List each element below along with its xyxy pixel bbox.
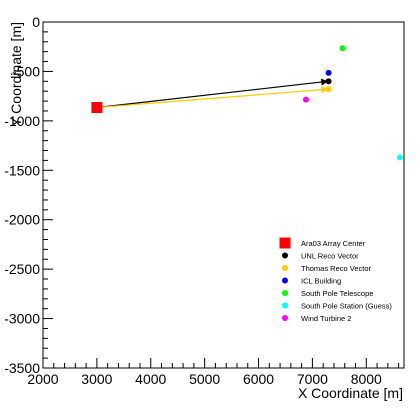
y-tick-label: -2000: [4, 212, 40, 228]
legend-entry-label: Wind Turbine 2: [301, 314, 351, 323]
legend-entry-label: UNL Reco Vector: [301, 252, 359, 261]
data-point: [396, 154, 403, 161]
y-axis-label: Y Coordinate [m]: [8, 22, 24, 127]
legend-entry-label: Thomas Reco Vector: [301, 264, 372, 273]
x-tick-label: 3000: [81, 371, 112, 387]
x-tick-label: 6000: [243, 371, 274, 387]
reco-vector-line: [96, 86, 329, 109]
data-point: [325, 86, 332, 93]
y-tick-label: -1000: [4, 113, 40, 129]
y-tick-label: -500: [12, 63, 40, 79]
tick-labels: 2000 3000 4000 5000 6000 7000 8000 0 -500 -1000 -1…: [4, 14, 382, 387]
x-tick-label: 4000: [135, 371, 166, 387]
legend-circle-marker: [282, 302, 288, 309]
legend-circle-marker: [282, 252, 288, 259]
legend-circle-marker: [282, 315, 288, 321]
legend-circle-marker: [282, 290, 288, 296]
legend-entry-label: South Pole Telescope: [301, 289, 373, 298]
x-tick-label: 8000: [351, 371, 382, 387]
data-points: [91, 45, 403, 161]
array-center-marker: [91, 102, 103, 114]
plot-frame: [42, 21, 405, 369]
reco-vector-line: [96, 78, 329, 109]
data-point: [339, 45, 346, 52]
legend-entry-label: Ara03 Array Center: [301, 239, 366, 248]
plot-area-frame: [42, 21, 405, 369]
x-tick-label: 5000: [189, 371, 220, 387]
data-point: [325, 69, 332, 76]
data-point: [302, 96, 309, 103]
y-tick-label: -2500: [4, 261, 40, 277]
x-tick-label: 2000: [27, 371, 58, 387]
data-point: [325, 78, 332, 85]
legend-entry-label: ICL Building: [301, 277, 341, 286]
y-tick-label: -3500: [4, 360, 40, 376]
legend-circle-marker: [282, 277, 288, 284]
axis-ticks: [42, 21, 400, 369]
x-axis-label: X Coordinate [m]: [298, 385, 403, 401]
legend-square-marker: [279, 237, 291, 249]
y-tick-label: -1500: [4, 162, 40, 178]
y-tick-label: 0: [32, 14, 40, 30]
y-tick-label: -3000: [4, 311, 40, 327]
reco-vectors: [96, 78, 329, 109]
legend: Ara03 Array Center UNL Reco Vector Thomas …: [279, 237, 392, 323]
legend-entry-label: South Pole Station (Guess): [301, 302, 392, 311]
x-tick-label: 7000: [297, 371, 328, 387]
legend-circle-marker: [282, 265, 288, 271]
